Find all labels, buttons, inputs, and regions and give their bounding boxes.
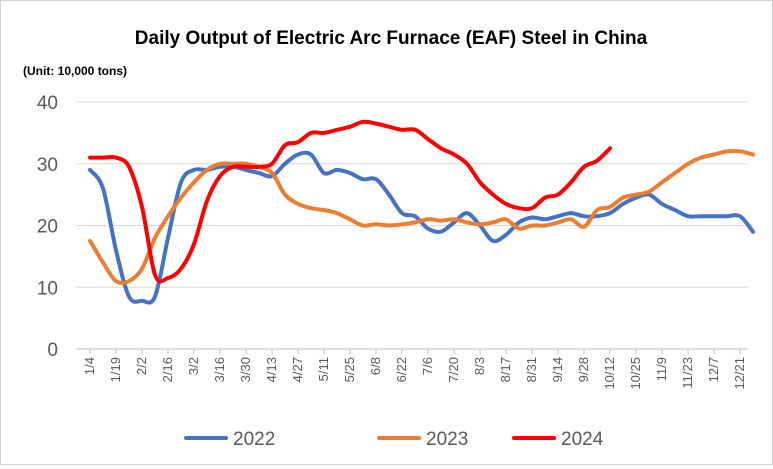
x-tick-label: 6/22 <box>394 357 409 382</box>
series-line-2023 <box>88 149 755 286</box>
legend-label-2023: 2023 <box>426 429 468 450</box>
x-tick-label: 1/19 <box>108 357 123 382</box>
x-tick-label: 3/2 <box>186 357 201 375</box>
x-tick-label: 12/21 <box>732 357 747 390</box>
x-tick-label: 3/16 <box>212 357 227 382</box>
x-tick-label: 2/16 <box>160 357 175 382</box>
y-axis-ticks: 0 10 20 30 40 <box>37 93 58 361</box>
x-tick-label: 7/20 <box>446 357 461 382</box>
x-axis-ticks: 1/4 1/19 2/2 2/16 3/2 3/16 3/30 4/13 4/27 5/11 5/2… <box>82 349 747 390</box>
series-lines <box>88 119 755 305</box>
legend-label-2024: 2024 <box>561 429 604 450</box>
y-tick-label: 10 <box>37 278 58 299</box>
x-tick-label: 4/13 <box>264 357 279 382</box>
x-tick-label: 12/7 <box>706 357 721 382</box>
x-tick-label: 11/9 <box>654 357 669 381</box>
series-line-2024 <box>88 119 612 284</box>
x-tick-label: 9/14 <box>550 357 565 382</box>
y-tick-label: 40 <box>37 93 58 114</box>
series-line-2022 <box>88 150 755 305</box>
x-tick-label: 10/25 <box>628 357 643 390</box>
chart-title: Daily Output of Electric Arc Furnace (EA… <box>135 28 648 49</box>
x-tick-label: 8/31 <box>524 357 539 382</box>
y-tick-label: 30 <box>37 155 58 176</box>
x-tick-label: 3/30 <box>238 357 253 382</box>
x-tick-label: 1/4 <box>82 357 97 375</box>
x-tick-label: 11/23 <box>680 357 695 389</box>
x-tick-label: 5/11 <box>316 357 331 381</box>
legend-label-2022: 2022 <box>233 429 275 450</box>
x-tick-label: 9/28 <box>576 357 591 382</box>
legend: 2022 2023 2024 <box>184 429 604 450</box>
x-tick-label: 7/6 <box>420 357 435 375</box>
x-tick-label: 6/8 <box>368 357 383 375</box>
x-tick-label: 4/27 <box>290 357 305 382</box>
x-tick-label: 8/17 <box>498 357 513 382</box>
x-tick-label: 2/2 <box>134 357 149 375</box>
x-tick-label: 10/12 <box>602 357 617 390</box>
chart-unit-label: (Unit: 10,000 tons) <box>23 64 127 78</box>
y-tick-label: 0 <box>47 340 58 361</box>
x-tick-label: 5/25 <box>342 357 357 382</box>
gridlines <box>76 101 748 350</box>
x-tick-label: 8/3 <box>472 357 487 375</box>
y-tick-label: 20 <box>37 217 58 238</box>
